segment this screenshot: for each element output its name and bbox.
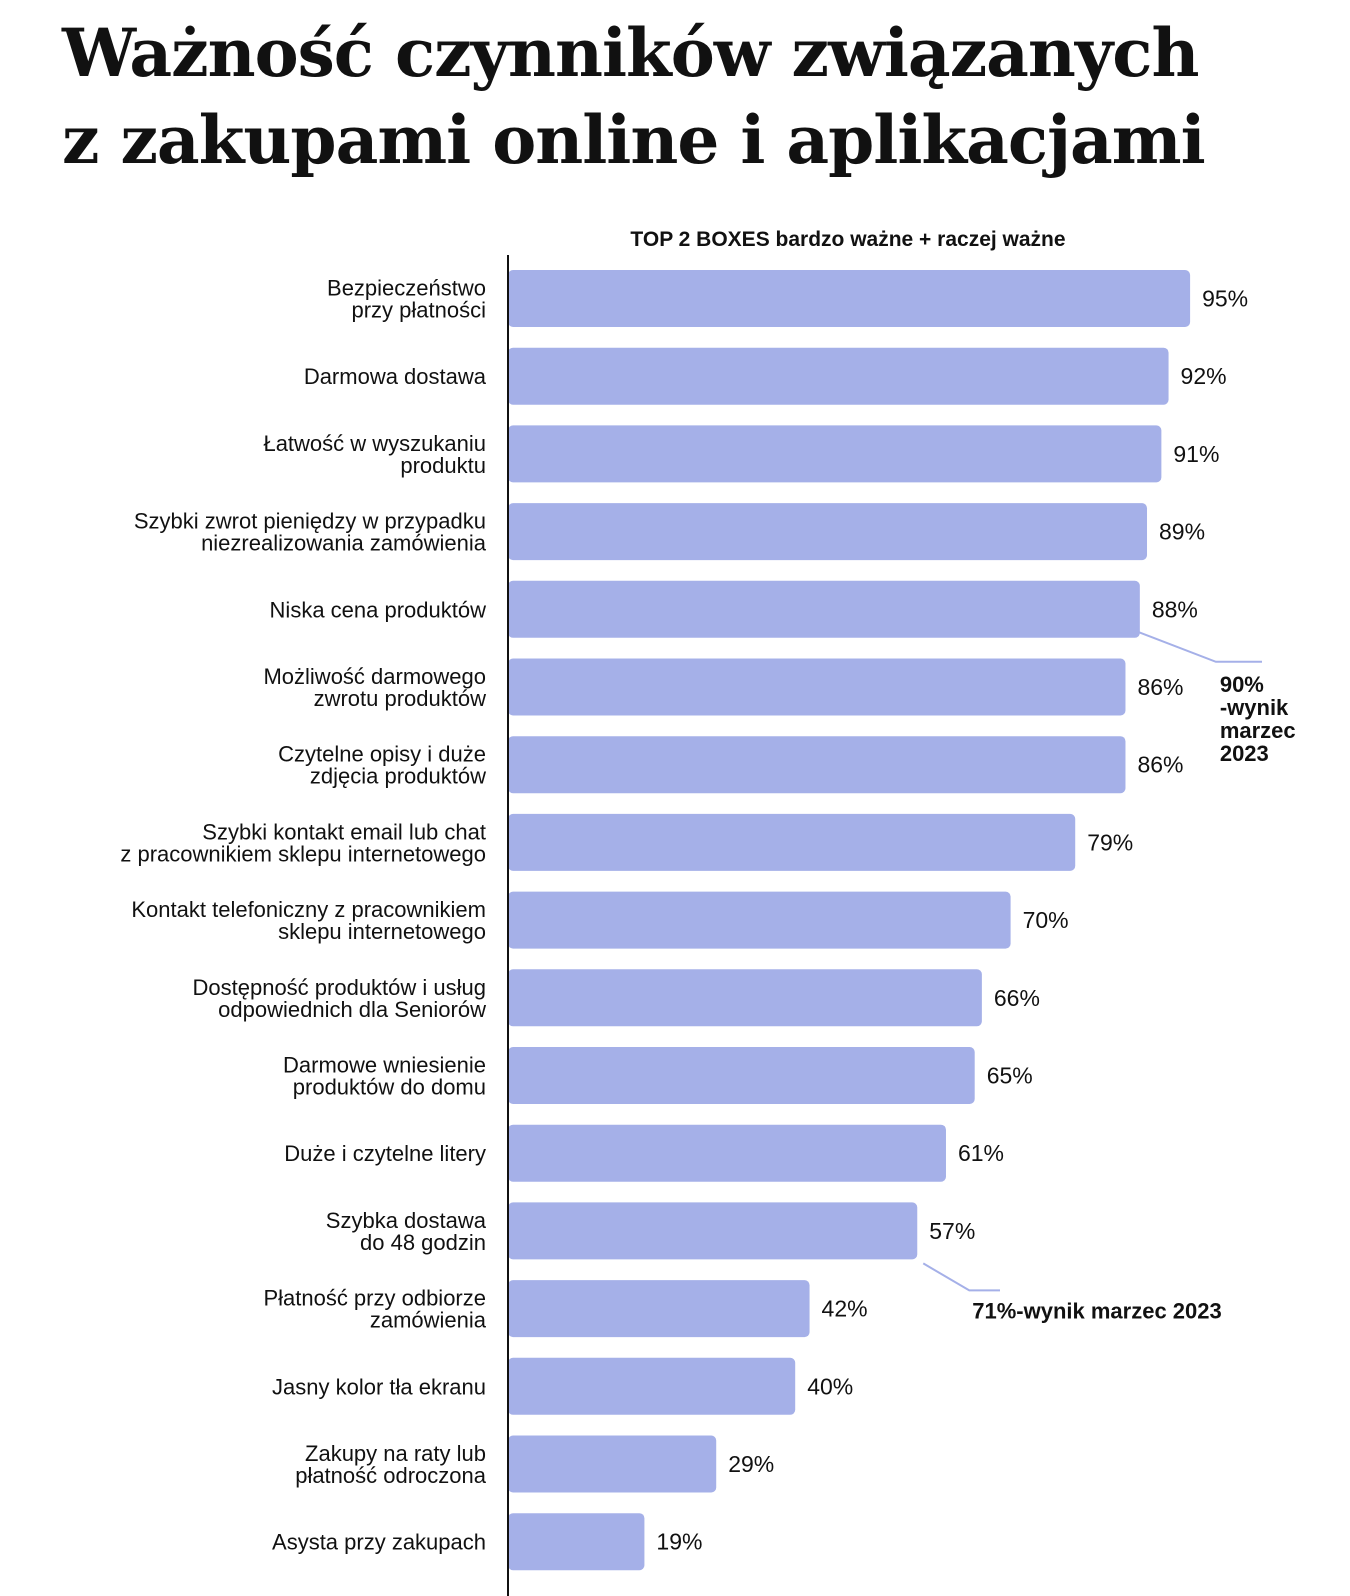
- value-label: 70%: [1023, 907, 1069, 933]
- bar: [508, 1047, 975, 1104]
- page-title-line-1: Ważność czynników związanych: [62, 14, 1199, 92]
- page-title: Ważność czynników związanych z zakupami …: [62, 10, 1262, 184]
- bar: [508, 347, 1169, 405]
- value-label: 95%: [1202, 286, 1248, 312]
- bar: [508, 503, 1148, 561]
- bar: [508, 270, 1191, 327]
- category-label: Kontakt telefoniczny z pracownikiem: [131, 897, 486, 922]
- category-label: produktów do domu: [293, 1075, 486, 1100]
- value-label: 65%: [987, 1063, 1033, 1089]
- bar: [508, 891, 1011, 949]
- category-label: Darmowe wniesienie: [283, 1053, 486, 1078]
- annotation-label: marzec: [1220, 718, 1296, 743]
- value-label: 91%: [1173, 441, 1219, 467]
- value-label: 29%: [728, 1451, 774, 1477]
- bar: [508, 425, 1162, 483]
- category-label: Niska cena produktów: [270, 597, 487, 622]
- category-label: produktu: [400, 453, 486, 478]
- category-label: Szybki kontakt email lub chat: [202, 819, 486, 844]
- value-label: 66%: [994, 985, 1040, 1011]
- page-title-line-2: z zakupami online i aplikacjami: [62, 101, 1206, 179]
- annotation-leader-line: [922, 1262, 1000, 1292]
- category-label: Szybka dostawa: [326, 1208, 487, 1233]
- category-label: Zakupy na raty lub: [305, 1441, 486, 1466]
- category-label: Łatwość w wyszukaniu: [263, 431, 486, 456]
- value-label: 89%: [1159, 519, 1205, 545]
- category-label: Darmowa dostawa: [304, 364, 487, 389]
- category-label: zamówienia: [370, 1308, 487, 1333]
- bar: [508, 1513, 645, 1571]
- category-label: zwrotu produktów: [314, 686, 487, 711]
- category-label: płatność odroczona: [295, 1463, 487, 1488]
- category-label: do 48 godzin: [360, 1230, 486, 1255]
- bar: [508, 1435, 717, 1493]
- value-label: 42%: [822, 1296, 868, 1322]
- bar: [508, 1124, 946, 1182]
- category-label: niezrealizowania zamówienia: [201, 531, 487, 556]
- category-label: z pracownikiem sklepu internetowego: [120, 841, 486, 866]
- bar: [508, 1280, 810, 1338]
- bar: [508, 813, 1076, 871]
- value-label: 19%: [656, 1529, 702, 1555]
- category-label: zdjęcia produktów: [310, 764, 486, 789]
- category-label: odpowiednich dla Seniorów: [218, 997, 486, 1022]
- value-label: 61%: [958, 1140, 1004, 1166]
- value-label: 86%: [1137, 674, 1183, 700]
- annotation-leader-line: [1137, 630, 1262, 663]
- annotation-label: 2023: [1220, 741, 1269, 766]
- bar: [508, 580, 1140, 638]
- bar: [508, 736, 1126, 794]
- annotation-label: 71%-wynik marzec 2023: [972, 1298, 1222, 1323]
- annotation-label: 90%: [1220, 672, 1264, 697]
- value-label: 92%: [1181, 363, 1227, 389]
- chart-subtitle: TOP 2 BOXES bardzo ważne + raczej ważne: [630, 228, 1066, 251]
- bar: [508, 658, 1126, 716]
- category-label: Asysta przy zakupach: [272, 1530, 486, 1555]
- category-label: Dostępność produktów i usług: [193, 975, 487, 1000]
- category-label: Jasny kolor tła ekranu: [272, 1374, 486, 1399]
- category-label: przy płatności: [351, 298, 486, 323]
- category-label: Bezpieczeństwo: [327, 276, 486, 301]
- category-label: Płatność przy odbiorze: [263, 1286, 486, 1311]
- category-label: Szybki zwrot pieniędzy w przypadku: [134, 509, 486, 534]
- category-label: sklepu internetowego: [278, 919, 486, 944]
- bar: [508, 1357, 796, 1415]
- category-label: Duże i czytelne litery: [284, 1141, 486, 1166]
- category-label: Czytelne opisy i duże: [278, 742, 486, 767]
- value-label: 88%: [1152, 596, 1198, 622]
- category-label: Możliwość darmowego: [263, 664, 486, 689]
- bar: [508, 969, 982, 1027]
- value-label: 40%: [807, 1373, 853, 1399]
- value-label: 86%: [1137, 752, 1183, 778]
- annotation-label: -wynik: [1220, 695, 1289, 720]
- value-label: 79%: [1087, 829, 1133, 855]
- bar: [508, 1202, 918, 1260]
- value-label: 57%: [929, 1218, 975, 1244]
